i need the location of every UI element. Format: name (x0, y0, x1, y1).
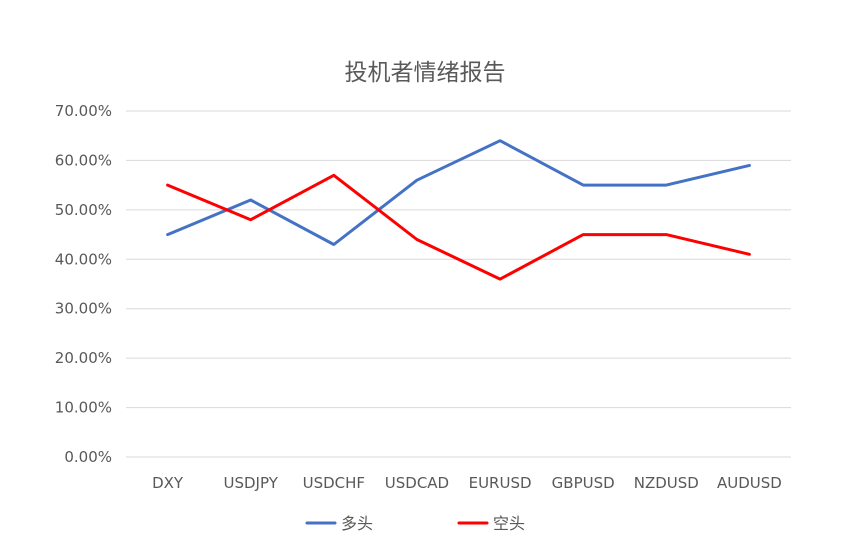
x-axis-tick-labels: DXY USDJPY USDCHF USDCAD EURUSD GBPUSD NZDUSD A… (152, 474, 782, 492)
series-line-1 (166, 173, 751, 281)
legend-label: 多头 (341, 514, 373, 533)
y-tick-label: 10.00% (55, 399, 112, 417)
y-tick-label: 30.00% (55, 300, 112, 318)
x-tick-label: NZDUSD (634, 474, 699, 492)
x-tick-label: USDCHF (303, 474, 365, 492)
x-tick-label: GBPUSD (552, 474, 615, 492)
x-tick-label: USDCAD (385, 474, 449, 492)
gridlines (126, 110, 791, 458)
y-tick-label: 40.00% (55, 250, 112, 268)
x-tick-label: DXY (152, 474, 184, 492)
chart-title: 投机者情绪报告 (345, 60, 506, 86)
y-tick-label: 70.00% (55, 102, 112, 120)
series-lines (166, 139, 751, 281)
legend: 多头 空头 (305, 514, 525, 533)
legend-label: 空头 (493, 514, 525, 533)
y-tick-label: 0.00% (64, 448, 112, 466)
y-axis-tick-labels: 0.00% 10.00% 20.00% 30.00% 40.00% 50.00% 60.00… (55, 102, 112, 466)
y-tick-label: 60.00% (55, 151, 112, 169)
series-line-0 (166, 139, 751, 246)
x-tick-label: USDJPY (224, 474, 279, 492)
y-tick-label: 50.00% (55, 201, 112, 219)
y-tick-label: 20.00% (55, 349, 112, 367)
x-tick-label: AUDUSD (717, 474, 782, 492)
x-tick-label: EURUSD (469, 474, 532, 492)
